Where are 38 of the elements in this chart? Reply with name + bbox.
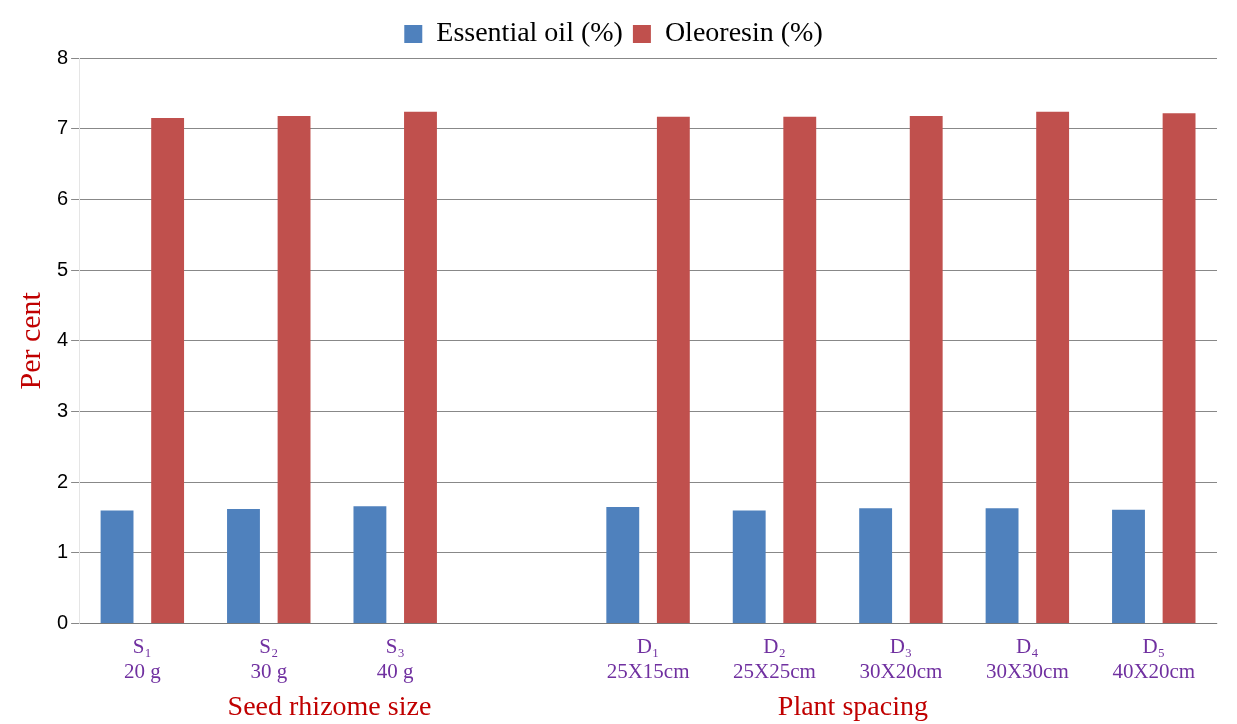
bar [227,509,260,624]
y-axis-title: Per cent [12,291,46,390]
legend-label: Oleoresin (%) [664,16,823,48]
x-tick-label: D₁ 25X15cm [606,633,690,683]
bar [783,116,817,624]
x-tick-label: D₃ 30X20cm [859,633,943,683]
bar [1162,113,1196,624]
y-tick-label: 7 [57,116,69,139]
x-tick-label: D₂ 25X25cm [733,633,816,683]
bar [859,508,893,624]
y-tick-label: 4 [57,328,69,351]
x-tick-label: D₅ 40X20cm [1112,633,1196,683]
x-tick-label: S₂ 30 g [250,633,288,683]
y-tick-label: 1 [57,540,69,563]
bar [100,510,134,624]
x-tick-label: S₃ 40 g [376,633,415,683]
bar [606,506,640,624]
x-tick-label: D₄ 30X30cm [985,633,1069,683]
bar [151,118,185,624]
text: Plant spacing [777,690,928,722]
bar [1112,509,1145,624]
y-tick-label: 5 [57,257,69,280]
y-tick-label: 3 [57,399,69,422]
text: Seed rhizome size [227,690,432,722]
y-tick-label: 8 [57,45,69,68]
y-tick-label: 6 [57,186,69,209]
bar [656,116,690,624]
bar [404,111,437,624]
bar [732,510,766,624]
x-tick-label: S₁ 20 g [123,633,162,683]
bar [1036,111,1070,624]
bar [353,506,387,624]
bar [985,508,1019,624]
legend-label: Essential oil (%) [436,16,623,48]
bar [277,115,311,624]
bar [909,115,943,624]
y-tick-label: 2 [57,469,69,492]
y-tick-label: 0 [57,611,69,634]
